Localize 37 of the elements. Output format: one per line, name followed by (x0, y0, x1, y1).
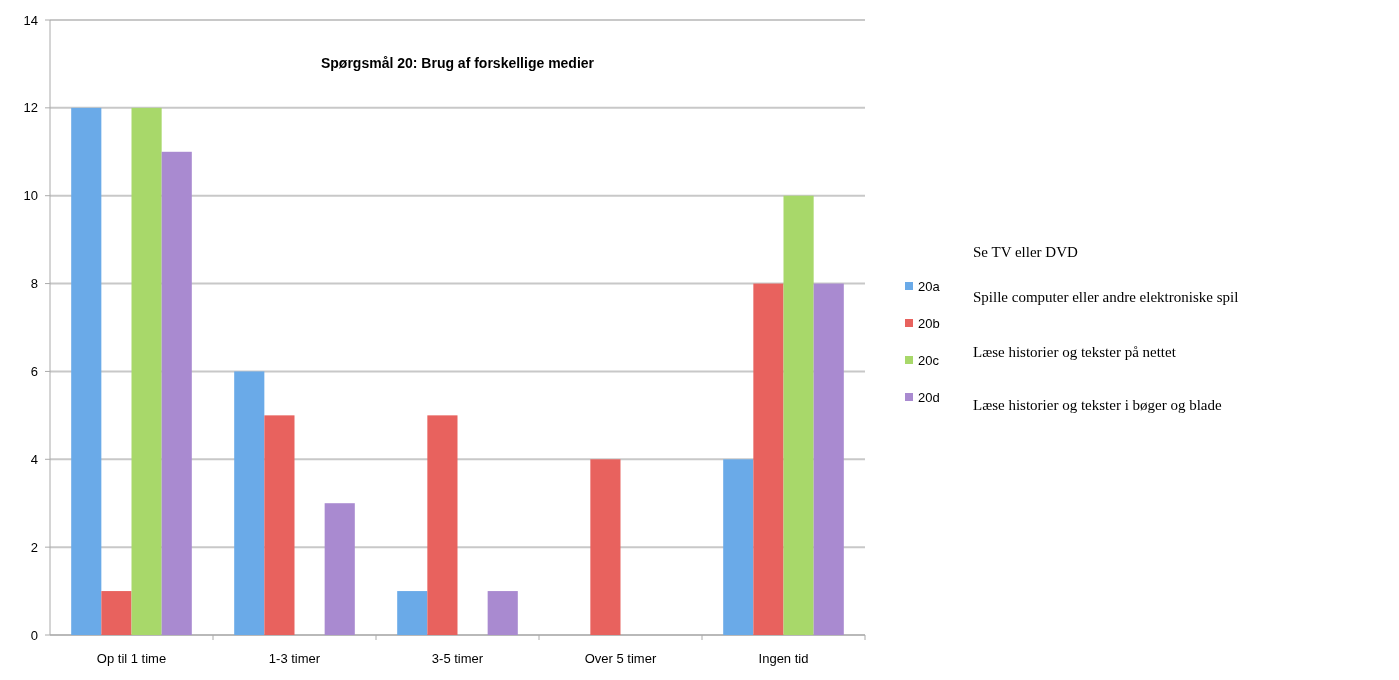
bar (723, 459, 754, 635)
bar (753, 283, 784, 635)
bar (783, 195, 814, 635)
legend-label: 20c (918, 352, 940, 368)
y-tick-label: 4 (30, 451, 38, 467)
x-tick-label: Op til 1 time (96, 651, 167, 666)
bar (487, 591, 518, 635)
legend-label: 20a (918, 278, 941, 294)
y-tick-label: 6 (30, 363, 38, 379)
y-tick-label: 0 (30, 627, 38, 643)
y-tick-label: 12 (23, 100, 38, 116)
bar (264, 415, 295, 635)
y-tick-label: 14 (23, 12, 38, 28)
legend-label: 20b (918, 315, 940, 331)
x-tick-label: 1-3 timer (268, 651, 321, 666)
bar (131, 107, 162, 635)
bar (71, 107, 102, 635)
bar (234, 371, 265, 635)
text: Læse historier og tekster på nettet (973, 344, 1177, 360)
x-tick-label: Ingen tid (758, 651, 809, 666)
text: Læse historier og tekster i bøger og blade (973, 397, 1223, 413)
bar (590, 459, 621, 635)
text: Se TV eller DVD (973, 244, 1079, 260)
y-tick-label: 10 (23, 188, 38, 204)
bar (813, 283, 844, 635)
bar (324, 503, 355, 635)
x-tick-label: 3-5 timer (431, 651, 484, 666)
text: Spille computer eller andre elektroniske spil (973, 289, 1239, 305)
y-tick-label: 8 (30, 276, 38, 292)
bar (101, 591, 132, 635)
legend-label: 20d (918, 389, 940, 405)
x-tick-label: Over 5 timer (584, 651, 657, 666)
bar (427, 415, 458, 635)
text: Spørgsmål 20: Brug af forskellige medier (320, 55, 595, 72)
bar (161, 151, 192, 635)
y-tick-label: 2 (30, 539, 38, 555)
bar (397, 591, 428, 635)
